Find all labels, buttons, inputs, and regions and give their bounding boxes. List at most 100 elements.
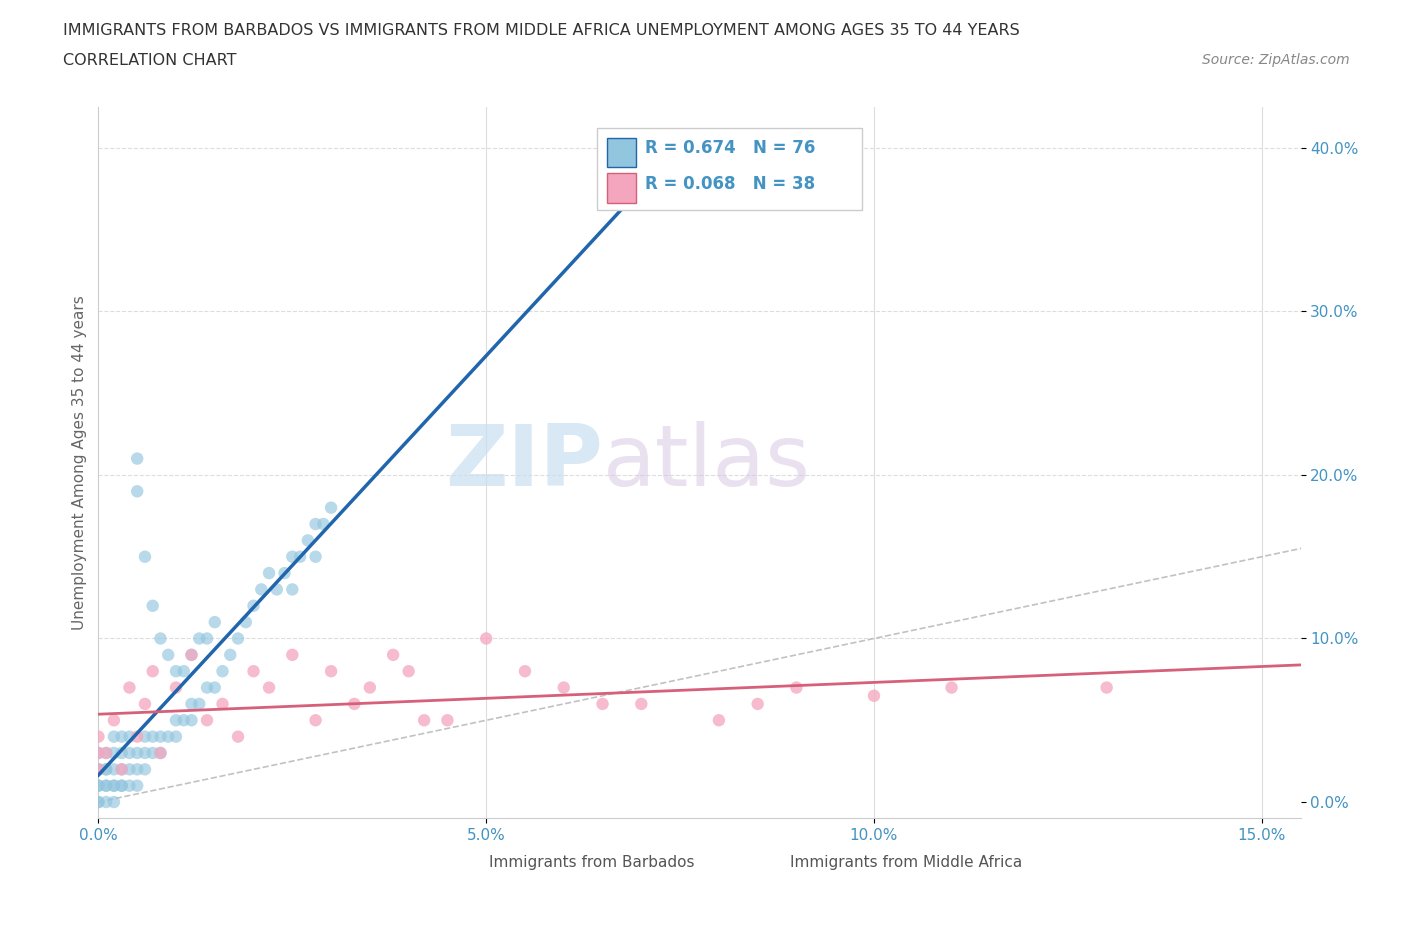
Point [134,729,156,744]
Point [204,615,226,630]
Point [87,762,110,777]
Point [103,778,125,793]
Point [134,550,156,565]
Text: Source: ZipAtlas.com: Source: ZipAtlas.com [1202,53,1350,67]
Point [173,664,195,679]
Point [382,647,405,662]
Point [127,762,149,777]
Point [195,631,218,646]
Text: R = 0.674   N = 76: R = 0.674 N = 76 [645,140,815,157]
Point [127,746,149,761]
Point [87,794,110,809]
Point [436,712,458,727]
Point [142,729,165,744]
Point [87,729,110,744]
Text: atlas: atlas [603,421,811,504]
Point [180,697,202,711]
Point [96,794,118,809]
Point [304,516,326,531]
Point [413,712,436,727]
Point [343,697,366,711]
Point [304,712,326,727]
FancyBboxPatch shape [598,128,862,210]
Point [87,746,110,761]
Point [103,712,125,727]
Point [111,778,134,793]
FancyBboxPatch shape [607,138,636,167]
Point [103,746,125,761]
Point [242,664,264,679]
Point [941,680,963,695]
Point [127,451,149,466]
Point [134,746,156,761]
Point [165,664,187,679]
Point [87,762,110,777]
Point [111,746,134,761]
Point [180,712,202,727]
Point [747,697,769,711]
Point [103,762,125,777]
Point [707,712,730,727]
Text: R = 0.068   N = 38: R = 0.068 N = 38 [645,175,815,193]
FancyBboxPatch shape [607,173,636,203]
Point [142,598,165,613]
Point [188,631,211,646]
Point [195,712,218,727]
Point [127,778,149,793]
Point [103,794,125,809]
Point [242,598,264,613]
Point [319,500,342,515]
Point [173,712,195,727]
Point [111,729,134,744]
Point [149,746,172,761]
Text: IMMIGRANTS FROM BARBADOS VS IMMIGRANTS FROM MIDDLE AFRICA UNEMPLOYMENT AMONG AGE: IMMIGRANTS FROM BARBADOS VS IMMIGRANTS F… [63,23,1019,38]
Point [257,680,280,695]
Point [87,794,110,809]
Point [257,565,280,580]
Point [127,729,149,744]
Point [103,778,125,793]
Point [319,664,342,679]
Point [281,550,304,565]
Point [157,729,180,744]
Point [87,762,110,777]
Point [118,778,141,793]
Point [211,664,233,679]
Point [1095,680,1118,695]
Point [111,762,134,777]
Point [149,631,172,646]
Point [297,533,319,548]
Point [87,778,110,793]
Point [134,762,156,777]
FancyBboxPatch shape [453,853,479,873]
Point [195,680,218,695]
Point [118,746,141,761]
Point [553,680,575,695]
Point [180,647,202,662]
Point [288,550,311,565]
Point [226,729,249,744]
Point [165,712,187,727]
Point [266,582,288,597]
Point [96,762,118,777]
Point [180,647,202,662]
Point [87,746,110,761]
Point [127,484,149,498]
Point [118,729,141,744]
Point [96,762,118,777]
Point [188,697,211,711]
Point [785,680,807,695]
Point [592,697,614,711]
Point [513,664,536,679]
Text: CORRELATION CHART: CORRELATION CHART [63,53,236,68]
Point [103,729,125,744]
Point [118,680,141,695]
Point [96,746,118,761]
Text: ZIP: ZIP [446,421,603,504]
Point [475,631,498,646]
Y-axis label: Unemployment Among Ages 35 to 44 years: Unemployment Among Ages 35 to 44 years [72,296,87,630]
Point [204,680,226,695]
Point [134,697,156,711]
Point [281,582,304,597]
Text: Immigrants from Barbados: Immigrants from Barbados [489,855,695,870]
